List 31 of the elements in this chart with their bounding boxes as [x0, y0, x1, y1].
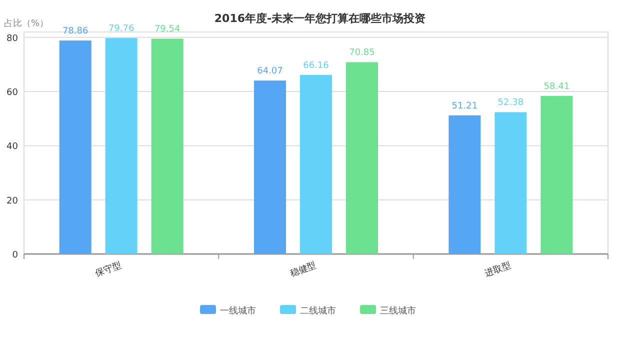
y-tick-label: 40	[6, 142, 18, 152]
bar	[346, 62, 378, 254]
legend-label: 二线城市	[300, 306, 336, 316]
legend-label: 三线城市	[380, 306, 416, 316]
data-label: 79.54	[154, 24, 180, 35]
bar	[254, 80, 286, 254]
bar	[540, 96, 573, 254]
bar	[151, 38, 184, 254]
x-tick-label: 稳健型	[288, 260, 318, 280]
bar	[59, 40, 92, 254]
data-label: 78.86	[62, 26, 88, 36]
data-label: 79.76	[108, 24, 134, 34]
y-tick-label: 60	[6, 88, 18, 98]
y-tick-label: 0	[12, 250, 18, 260]
y-tick-label: 20	[6, 196, 18, 206]
bar	[105, 38, 138, 254]
x-tick-label: 保守型	[94, 260, 124, 280]
data-label: 52.38	[498, 98, 524, 108]
data-label: 66.16	[303, 60, 330, 71]
bar	[448, 115, 481, 254]
y-axis-title: 占比（%）	[4, 18, 49, 29]
chart-title: 2016年度-未来一年您打算在哪些市场投资	[214, 12, 426, 25]
data-label: 64.07	[257, 66, 283, 77]
bar	[494, 112, 527, 254]
data-label: 58.41	[544, 82, 570, 92]
x-tick-label: 进取型	[483, 260, 512, 280]
y-tick-label: 80	[6, 34, 18, 44]
bar	[300, 74, 332, 254]
data-label: 51.21	[452, 101, 478, 112]
data-label: 70.85	[349, 48, 375, 58]
legend-label: 一线城市	[220, 306, 256, 316]
